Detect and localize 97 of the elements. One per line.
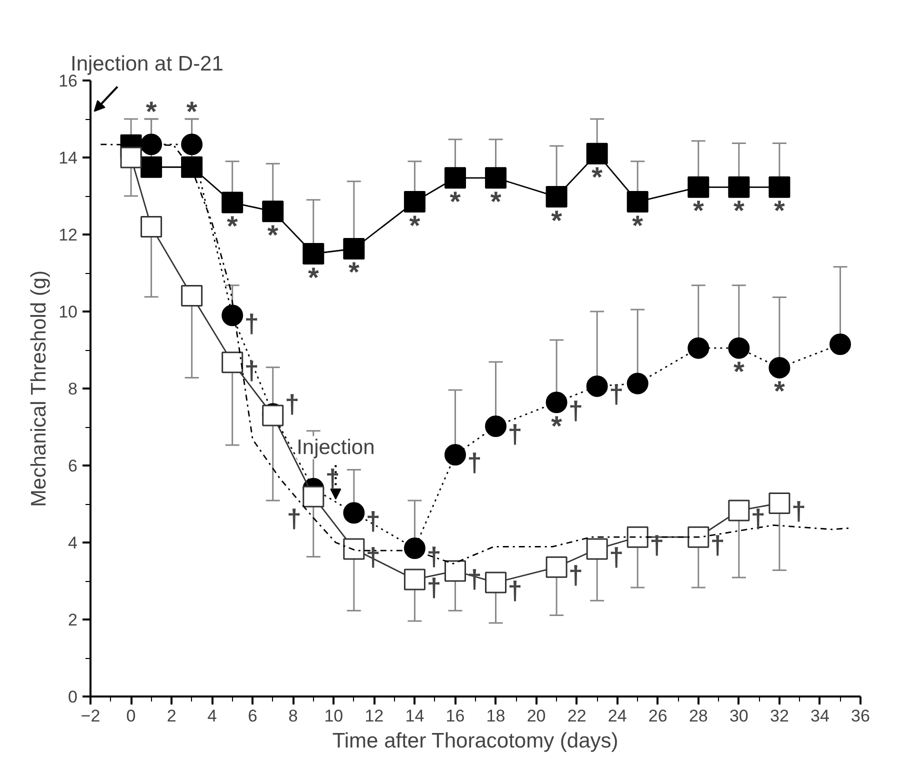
y-tick-label: 14	[58, 148, 78, 168]
point	[404, 538, 426, 560]
point	[343, 238, 365, 260]
point	[343, 502, 365, 524]
x-tick-label: 30	[729, 706, 748, 726]
annotation: *	[592, 162, 603, 193]
annotation: *	[551, 204, 562, 236]
point	[626, 191, 648, 213]
x-tick-label: 36	[851, 706, 870, 726]
x-tick-label: −2	[80, 706, 100, 726]
point	[688, 176, 710, 198]
annotation: *	[632, 210, 644, 241]
annotation: *	[774, 376, 785, 407]
annotation: *	[692, 195, 704, 226]
point	[404, 191, 426, 213]
annotation: †	[244, 308, 259, 338]
point	[586, 142, 608, 164]
annotation: †	[568, 395, 584, 426]
point	[444, 444, 466, 466]
annotation: †	[750, 504, 766, 534]
annotation: †	[286, 504, 302, 534]
y-axis-title: Mechanical Threshold (g)	[28, 270, 51, 507]
y-tick-label: 8	[68, 380, 78, 398]
x-tick-label: 20	[526, 706, 546, 726]
point	[140, 156, 162, 178]
annotation: Injection	[296, 436, 375, 460]
point	[181, 156, 203, 178]
point	[728, 176, 750, 198]
annotation: †	[284, 388, 300, 419]
annotation: *	[146, 96, 157, 127]
x-tick-label: 32	[770, 706, 789, 726]
annotation: †	[508, 576, 522, 606]
x-axis-title: Time after Thoracotomy (days)	[332, 730, 618, 752]
annotation: *	[308, 262, 319, 293]
annotation: †	[467, 448, 482, 478]
point	[302, 486, 324, 508]
y-tick-label: 6	[68, 456, 78, 476]
point	[302, 243, 324, 264]
annotation: †	[426, 572, 442, 602]
y-tick-label: 0	[68, 688, 78, 706]
y-tick-label: 10	[58, 302, 78, 322]
point	[546, 186, 568, 208]
annotation: †	[366, 506, 380, 536]
x-tick-label: 26	[648, 706, 668, 726]
point	[222, 304, 244, 326]
point	[140, 134, 162, 156]
annotation: *	[490, 186, 502, 217]
x-tick-label: 28	[688, 706, 708, 726]
x-tick-label: 2	[166, 706, 176, 726]
annotation: †	[710, 530, 725, 560]
point	[829, 333, 851, 355]
point	[485, 167, 507, 189]
annotation: *	[733, 356, 744, 388]
x-tick-label: 0	[126, 706, 136, 726]
point	[586, 375, 608, 397]
x-tick-label: 14	[405, 706, 424, 726]
annotation: *	[409, 210, 420, 241]
annotation: †	[568, 560, 584, 590]
x-tick-label: 16	[446, 706, 465, 726]
annotation: †	[791, 496, 806, 526]
point	[444, 167, 466, 189]
annotation: *	[551, 410, 562, 442]
point	[768, 176, 790, 198]
annotation: †	[325, 464, 340, 494]
x-tick-label: 6	[248, 706, 258, 726]
point	[546, 392, 568, 414]
point	[262, 200, 284, 222]
x-tick-label: 22	[567, 706, 586, 726]
annotation: *	[267, 219, 278, 250]
point	[626, 372, 648, 394]
annotation: †	[609, 379, 624, 410]
annotation: *	[450, 186, 461, 217]
annotation: *	[226, 210, 238, 242]
point	[181, 134, 203, 156]
annotation: †	[650, 530, 664, 560]
x-tick-label: 4	[207, 706, 217, 726]
y-tick-label: 12	[58, 226, 78, 244]
x-tick-label: 18	[486, 706, 506, 726]
point	[768, 356, 790, 378]
annotation: †	[508, 419, 522, 450]
annotation: *	[733, 195, 744, 226]
annotation: †	[244, 355, 259, 386]
x-tick-label: 10	[324, 706, 344, 726]
point	[222, 192, 244, 214]
y-tick-label: 4	[68, 534, 78, 552]
x-tick-label: 34	[810, 706, 830, 726]
annotation: †	[609, 542, 624, 572]
x-tick-label: 12	[364, 706, 384, 726]
annotation: *	[186, 96, 198, 127]
annotation: *	[348, 256, 360, 288]
x-tick-label: 24	[608, 706, 627, 726]
x-tick-label: 8	[288, 706, 298, 726]
point	[728, 337, 750, 359]
point	[485, 416, 507, 437]
point	[688, 337, 710, 359]
annotation: *	[774, 195, 785, 226]
y-tick-label: 2	[68, 610, 78, 630]
